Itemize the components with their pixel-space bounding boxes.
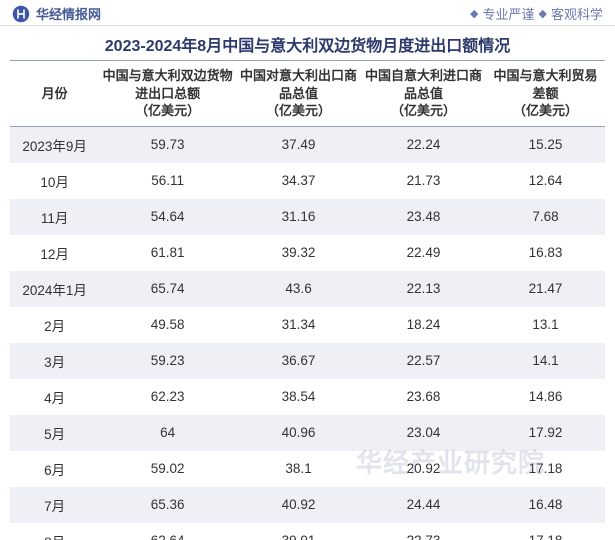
cell-month: 6月 [10, 451, 99, 487]
cell-value: 22.24 [361, 126, 486, 163]
cell-value: 7.68 [486, 199, 605, 235]
table-title: 2023-2024年8月中国与意大利双边货物月度进出口额情况 [0, 26, 615, 60]
cell-value: 54.64 [99, 199, 236, 235]
table-row: 5月6440.9623.0417.92 [10, 415, 605, 451]
cell-value: 16.83 [486, 235, 605, 271]
cell-value: 22.57 [361, 343, 486, 379]
cell-value: 17.18 [486, 523, 605, 540]
col-header-total: 中国与意大利双边货物进出口总额（亿美元） [99, 61, 236, 127]
brand: 华经情报网 [12, 4, 101, 23]
cell-month: 2023年9月 [10, 126, 99, 163]
slogan-left: 专业严谨 [483, 4, 535, 23]
cell-value: 20.92 [361, 451, 486, 487]
cell-value: 62.64 [99, 523, 236, 540]
cell-value: 21.73 [361, 163, 486, 199]
cell-value: 31.16 [236, 199, 361, 235]
cell-value: 65.36 [99, 487, 236, 523]
table-row: 11月54.6431.1623.487.68 [10, 199, 605, 235]
cell-value: 12.64 [486, 163, 605, 199]
table-row: 3月59.2336.6722.5714.1 [10, 343, 605, 379]
slogan-right: 客观科学 [551, 4, 603, 23]
cell-value: 14.86 [486, 379, 605, 415]
cell-value: 17.18 [486, 451, 605, 487]
col-header-balance: 中国与意大利贸易差额（亿美元） [486, 61, 605, 127]
table-body: 2023年9月59.7337.4922.2415.2510月56.1134.37… [10, 126, 605, 540]
cell-value: 23.48 [361, 199, 486, 235]
data-table: 月份 中国与意大利双边货物进出口总额（亿美元） 中国对意大利出口商品总值（亿美元… [10, 60, 605, 540]
cell-value: 13.1 [486, 307, 605, 343]
cell-value: 18.24 [361, 307, 486, 343]
cell-month: 4月 [10, 379, 99, 415]
cell-value: 36.67 [236, 343, 361, 379]
cell-value: 23.04 [361, 415, 486, 451]
cell-month: 2月 [10, 307, 99, 343]
brand-name: 华经情报网 [36, 4, 101, 23]
dot-icon: ◆ [539, 7, 547, 20]
col-header-month: 月份 [10, 61, 99, 127]
cell-value: 38.1 [236, 451, 361, 487]
cell-value: 15.25 [486, 126, 605, 163]
cell-value: 64 [99, 415, 236, 451]
col-header-export: 中国对意大利出口商品总值（亿美元） [236, 61, 361, 127]
table-row: 12月61.8139.3222.4916.83 [10, 235, 605, 271]
cell-value: 31.34 [236, 307, 361, 343]
cell-value: 62.23 [99, 379, 236, 415]
cell-value: 56.11 [99, 163, 236, 199]
dot-icon: ◆ [470, 7, 478, 20]
cell-value: 37.49 [236, 126, 361, 163]
cell-month: 12月 [10, 235, 99, 271]
cell-value: 22.73 [361, 523, 486, 540]
cell-value: 17.92 [486, 415, 605, 451]
cell-value: 39.32 [236, 235, 361, 271]
table-header-row: 月份 中国与意大利双边货物进出口总额（亿美元） 中国对意大利出口商品总值（亿美元… [10, 61, 605, 127]
data-table-wrap: 月份 中国与意大利双边货物进出口总额（亿美元） 中国对意大利出口商品总值（亿美元… [0, 60, 615, 540]
col-header-import: 中国自意大利进口商品总值（亿美元） [361, 61, 486, 127]
cell-month: 5月 [10, 415, 99, 451]
cell-value: 22.13 [361, 271, 486, 307]
cell-value: 24.44 [361, 487, 486, 523]
cell-value: 16.48 [486, 487, 605, 523]
cell-value: 14.1 [486, 343, 605, 379]
table-row: 7月65.3640.9224.4416.48 [10, 487, 605, 523]
table-row: 10月56.1134.3721.7312.64 [10, 163, 605, 199]
table-row: 6月59.0238.120.9217.18 [10, 451, 605, 487]
cell-month: 2024年1月 [10, 271, 99, 307]
cell-value: 34.37 [236, 163, 361, 199]
cell-value: 38.54 [236, 379, 361, 415]
brand-logo-icon [12, 5, 30, 23]
table-row: 2024年1月65.7443.622.1321.47 [10, 271, 605, 307]
cell-value: 59.23 [99, 343, 236, 379]
header-bar: 华经情报网 ◆ 专业严谨 ◆ 客观科学 [0, 0, 615, 26]
cell-value: 49.58 [99, 307, 236, 343]
cell-value: 40.92 [236, 487, 361, 523]
cell-month: 8月 [10, 523, 99, 540]
table-row: 4月62.2338.5423.6814.86 [10, 379, 605, 415]
slogan: ◆ 专业严谨 ◆ 客观科学 [470, 4, 603, 23]
cell-value: 59.73 [99, 126, 236, 163]
cell-value: 65.74 [99, 271, 236, 307]
cell-month: 11月 [10, 199, 99, 235]
cell-value: 23.68 [361, 379, 486, 415]
cell-month: 3月 [10, 343, 99, 379]
cell-value: 22.49 [361, 235, 486, 271]
cell-month: 10月 [10, 163, 99, 199]
cell-value: 43.6 [236, 271, 361, 307]
cell-value: 39.91 [236, 523, 361, 540]
cell-value: 59.02 [99, 451, 236, 487]
table-row: 8月62.6439.9122.7317.18 [10, 523, 605, 540]
table-row: 2023年9月59.7337.4922.2415.25 [10, 126, 605, 163]
cell-month: 7月 [10, 487, 99, 523]
cell-value: 21.47 [486, 271, 605, 307]
table-row: 2月49.5831.3418.2413.1 [10, 307, 605, 343]
cell-value: 61.81 [99, 235, 236, 271]
cell-value: 40.96 [236, 415, 361, 451]
